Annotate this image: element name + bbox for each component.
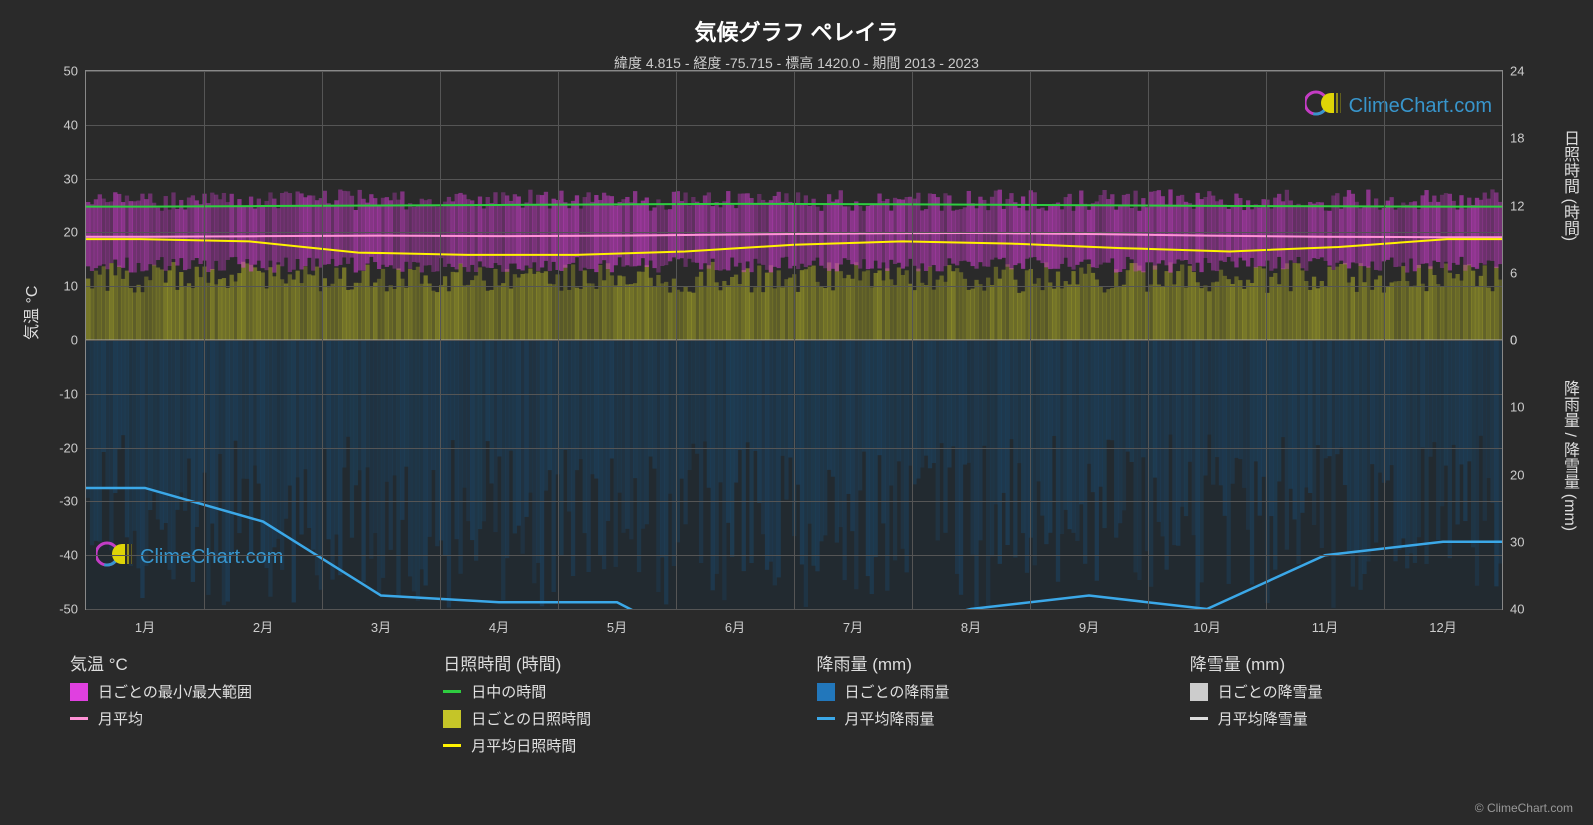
y-axis-right-bottom-label: 降雨量 / 降雪量 (mm)	[1557, 380, 1581, 531]
y-tick-right-top: 6	[1510, 265, 1517, 280]
y-tick-right-bottom: 0	[1510, 333, 1517, 348]
legend-item: 日ごとの最小/最大範囲	[70, 681, 423, 702]
legend-swatch	[443, 710, 461, 728]
y-tick-left: 50	[64, 64, 78, 79]
legend-group-title: 降雨量 (mm)	[817, 650, 1170, 675]
y-tick-right-bottom: 30	[1510, 534, 1524, 549]
legend-group-title: 気温 °C	[70, 650, 423, 675]
y-axis-left-label: 気温 °C	[18, 286, 42, 340]
legend-label: 日ごとの降雨量	[845, 681, 950, 702]
title-block: 気候グラフ ペレイラ 緯度 4.815 - 経度 -75.715 - 標高 14…	[10, 15, 1583, 73]
legend-label: 月平均降雪量	[1218, 708, 1308, 729]
legend: 気温 °C 日ごとの最小/最大範囲月平均 日照時間 (時間) 日中の時間日ごとの日照時…	[70, 650, 1543, 756]
y-tick-left: -40	[59, 548, 78, 563]
legend-group-title: 日照時間 (時間)	[443, 650, 796, 675]
x-tick-month: 3月	[371, 617, 391, 636]
legend-swatch	[817, 717, 835, 720]
plot-area: ClimeChart.com ClimeChart.com -50-40-30-…	[85, 70, 1503, 610]
y-tick-right-top: 18	[1510, 131, 1524, 146]
y-tick-left: -20	[59, 440, 78, 455]
legend-swatch	[817, 683, 835, 701]
y-tick-right-top: 12	[1510, 198, 1524, 213]
legend-group: 気温 °C 日ごとの最小/最大範囲月平均	[70, 650, 423, 756]
y-tick-left: -50	[59, 602, 78, 617]
legend-label: 日ごとの降雪量	[1218, 681, 1323, 702]
legend-group-title: 降雪量 (mm)	[1190, 650, 1543, 675]
watermark-top-right: ClimeChart.com	[1305, 89, 1492, 123]
chart-title: 気候グラフ ペレイラ	[10, 15, 1583, 47]
y-tick-left: 40	[64, 117, 78, 132]
legend-group: 日照時間 (時間) 日中の時間日ごとの日照時間月平均日照時間	[443, 650, 796, 756]
watermark-bottom-left: ClimeChart.com	[96, 540, 283, 574]
legend-item: 月平均日照時間	[443, 735, 796, 756]
legend-swatch	[1190, 683, 1208, 701]
legend-label: 日ごとの最小/最大範囲	[98, 681, 252, 702]
x-tick-month: 5月	[607, 617, 627, 636]
legend-group: 降雨量 (mm) 日ごとの降雨量月平均降雨量	[817, 650, 1170, 756]
logo-icon	[1305, 89, 1343, 123]
y-tick-left: 30	[64, 171, 78, 186]
y-tick-right-bottom: 40	[1510, 602, 1524, 617]
y-tick-left: -30	[59, 494, 78, 509]
legend-item: 月平均降雪量	[1190, 708, 1543, 729]
legend-swatch	[443, 690, 461, 693]
x-tick-month: 6月	[725, 617, 745, 636]
legend-item: 日ごとの降雪量	[1190, 681, 1543, 702]
x-tick-month: 2月	[253, 617, 273, 636]
legend-swatch	[70, 683, 88, 701]
legend-label: 月平均日照時間	[471, 735, 576, 756]
y-tick-left: 0	[71, 333, 78, 348]
legend-item: 日中の時間	[443, 681, 796, 702]
x-tick-month: 10月	[1193, 617, 1220, 636]
legend-item: 月平均	[70, 708, 423, 729]
legend-item: 日ごとの降雨量	[817, 681, 1170, 702]
x-tick-month: 4月	[489, 617, 509, 636]
legend-swatch	[70, 717, 88, 720]
x-tick-month: 8月	[961, 617, 981, 636]
x-tick-month: 12月	[1429, 617, 1456, 636]
x-tick-month: 11月	[1312, 617, 1339, 636]
attribution: © ClimeChart.com	[1475, 801, 1573, 815]
legend-item: 日ごとの日照時間	[443, 708, 796, 729]
legend-swatch	[443, 744, 461, 747]
y-tick-right-bottom: 10	[1510, 400, 1524, 415]
watermark-text: ClimeChart.com	[1349, 95, 1492, 118]
legend-label: 日中の時間	[471, 681, 546, 702]
legend-swatch	[1190, 717, 1208, 720]
y-tick-left: 20	[64, 225, 78, 240]
watermark-text: ClimeChart.com	[140, 546, 283, 569]
y-tick-left: -10	[59, 386, 78, 401]
legend-group: 降雪量 (mm) 日ごとの降雪量月平均降雪量	[1190, 650, 1543, 756]
legend-item: 月平均降雨量	[817, 708, 1170, 729]
legend-label: 日ごとの日照時間	[471, 708, 591, 729]
legend-label: 月平均	[98, 708, 143, 729]
legend-label: 月平均降雨量	[845, 708, 935, 729]
y-axis-right-top-label: 日照時間 (時間)	[1557, 130, 1581, 241]
x-tick-month: 7月	[843, 617, 863, 636]
logo-icon	[96, 540, 134, 574]
y-tick-left: 10	[64, 279, 78, 294]
x-tick-month: 1月	[135, 617, 155, 636]
y-tick-right-top: 24	[1510, 64, 1524, 79]
climate-chart: 気候グラフ ペレイラ 緯度 4.815 - 経度 -75.715 - 標高 14…	[0, 0, 1593, 825]
y-tick-right-bottom: 20	[1510, 467, 1524, 482]
x-tick-month: 9月	[1079, 617, 1099, 636]
